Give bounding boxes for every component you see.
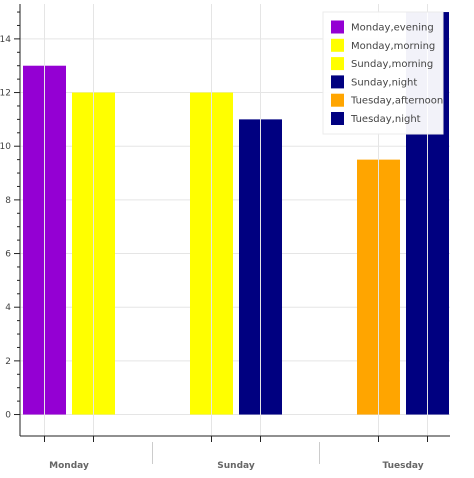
legend-swatch bbox=[331, 20, 344, 34]
y-tick-label: 2 bbox=[5, 357, 11, 367]
legend-swatch bbox=[331, 57, 344, 71]
y-tick-label: 12 bbox=[0, 89, 11, 99]
legend-label: Tuesday,afternoon bbox=[350, 96, 443, 107]
y-tick-label: 0 bbox=[5, 411, 11, 421]
y-tick-label: 6 bbox=[5, 250, 11, 260]
legend-label: Tuesday,night bbox=[350, 114, 421, 125]
legend-label: Sunday,morning bbox=[351, 59, 433, 70]
legend-swatch bbox=[331, 38, 344, 52]
y-tick-label: 14 bbox=[0, 35, 11, 45]
legend-swatch bbox=[331, 75, 344, 89]
legend-label: Monday,evening bbox=[351, 23, 434, 34]
x-category-label-sunday: Sunday bbox=[217, 461, 255, 471]
legend-label: Monday,morning bbox=[351, 41, 435, 52]
y-tick-label: 4 bbox=[5, 303, 11, 313]
y-tick-label: 8 bbox=[5, 196, 11, 206]
legend-swatch bbox=[331, 112, 344, 125]
x-category-label-tuesday: Tuesday bbox=[382, 461, 423, 471]
legend-swatch bbox=[331, 93, 344, 107]
x-category-label-monday: Monday bbox=[49, 461, 89, 471]
legend-label: Sunday,night bbox=[351, 77, 417, 88]
y-tick-label: 10 bbox=[0, 142, 11, 152]
